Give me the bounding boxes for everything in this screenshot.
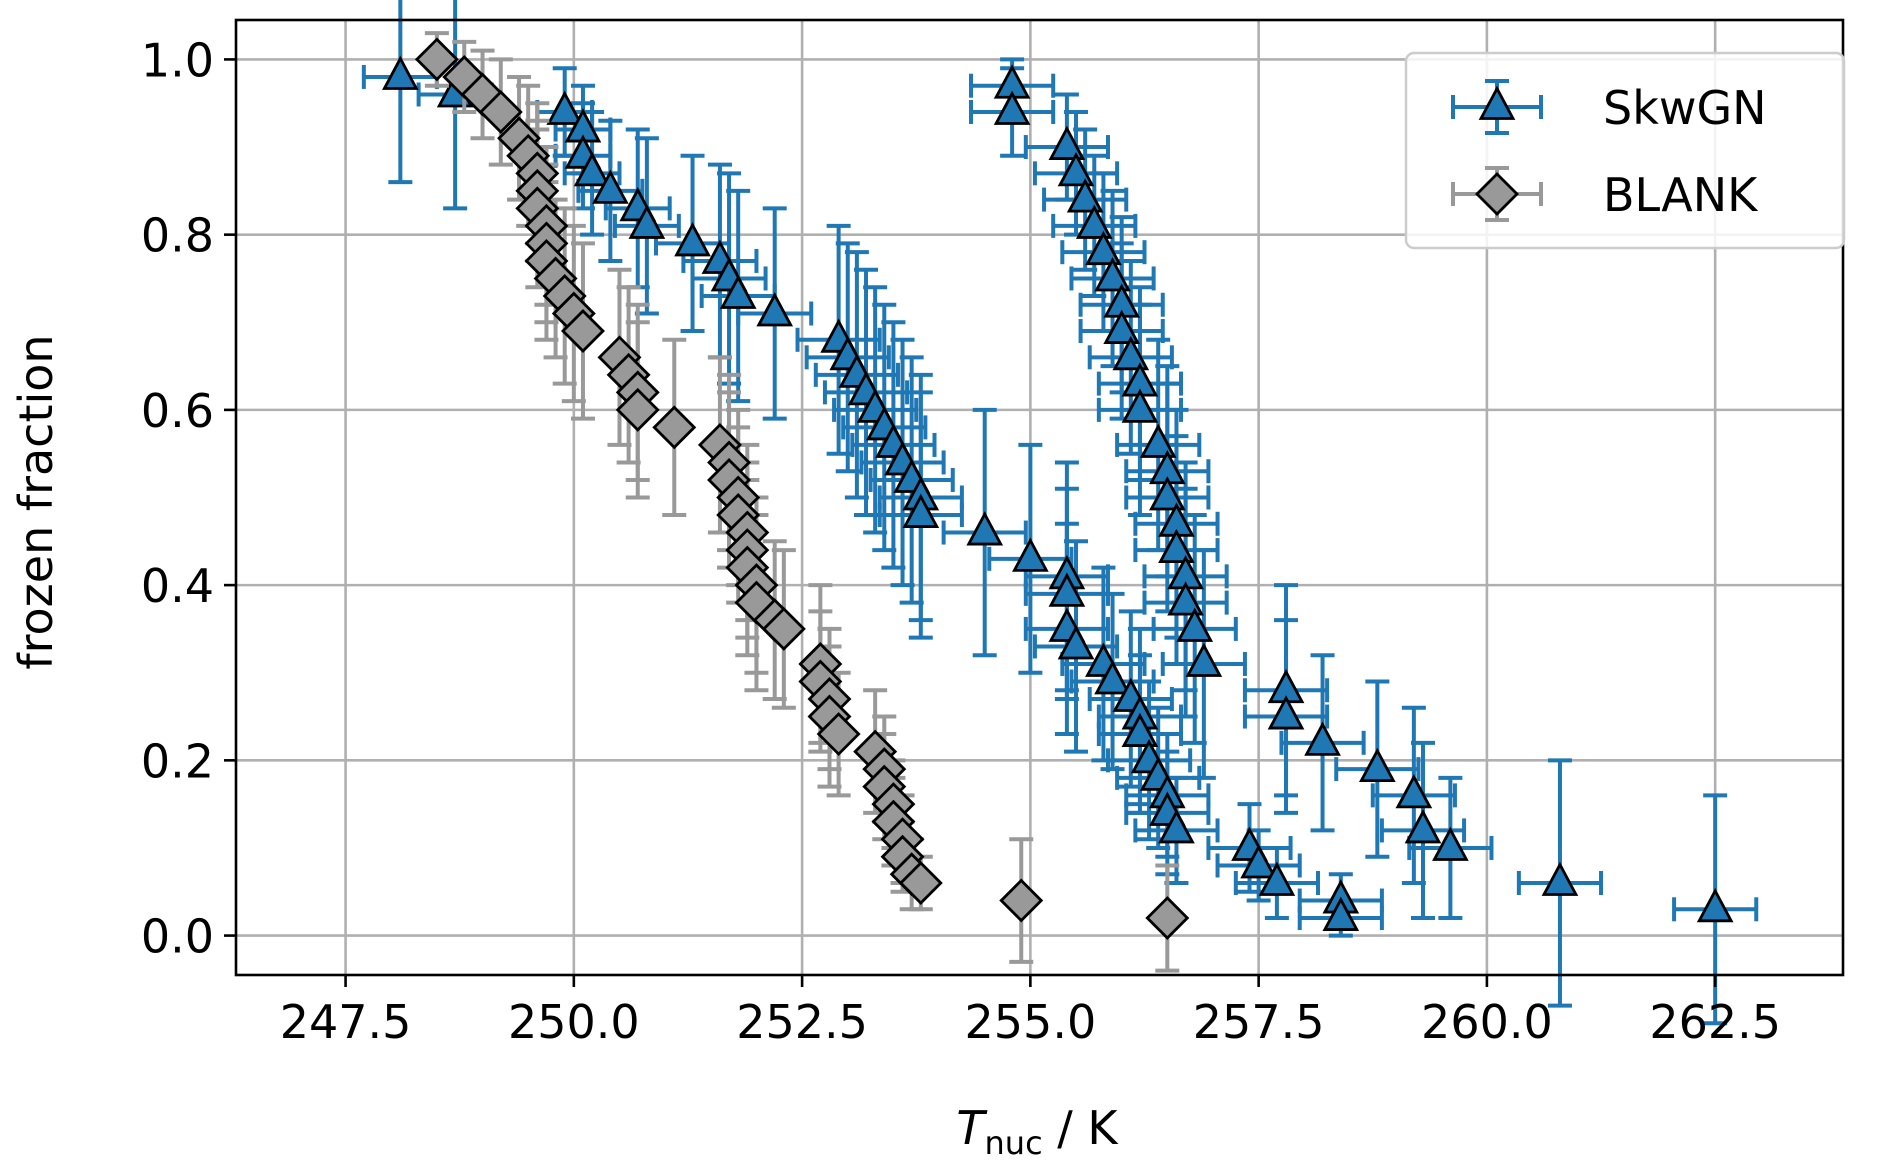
y-tick-label: 0.2 (141, 734, 214, 788)
x-tick-label: 257.5 (1193, 995, 1325, 1049)
data-point-skwgn (674, 222, 711, 257)
data-point-skwgn (1358, 747, 1396, 783)
legend-label-skwgn: SkwGN (1603, 81, 1767, 135)
data-point-skwgn (1048, 572, 1086, 607)
data-point-skwgn (902, 493, 940, 528)
x-axis-label-subscript: nuc (985, 1124, 1043, 1162)
y-tick-label: 0.8 (141, 209, 214, 263)
data-point-skwgn (573, 151, 611, 187)
data-point-skwgn (382, 55, 419, 90)
x-tick-label: 247.5 (280, 995, 412, 1049)
data-point-skwgn (1057, 151, 1095, 187)
data-point-skwgn (1148, 476, 1186, 511)
data-point-skwgn (1094, 660, 1131, 695)
data-point-skwgn (1541, 861, 1579, 896)
x-axis-label: Tnuc / K (956, 1101, 1119, 1162)
data-point-skwgn (1048, 125, 1086, 160)
legend-label-blank: BLANK (1603, 168, 1759, 222)
data-point-blank (898, 861, 943, 905)
legend-swatch-blank (1451, 166, 1543, 222)
data-point-skwgn (1121, 388, 1159, 423)
data-point-skwgn (1267, 695, 1305, 730)
data-point-skwgn (1121, 712, 1159, 747)
y-tick-label: 0.0 (141, 910, 214, 964)
legend-marker-diamond (1475, 172, 1519, 216)
x-tick-label: 255.0 (965, 995, 1097, 1049)
x-tick-label: 262.5 (1649, 995, 1781, 1049)
data-point-skwgn (592, 169, 629, 204)
legend: SkwGN BLANK (1404, 51, 1846, 250)
data-point-skwgn (1432, 826, 1469, 861)
series-skwgn (361, 0, 1759, 1026)
data-point-blank (999, 878, 1044, 923)
grid-layer (236, 20, 1843, 975)
x-tick-label: 260.0 (1421, 995, 1553, 1049)
series-blank (414, 31, 1190, 973)
legend-marker-triangle (1478, 85, 1516, 120)
data-point-blank (478, 90, 523, 134)
data-point-blank (761, 606, 806, 651)
data-point-skwgn (1012, 537, 1049, 572)
data-point-skwgn (756, 292, 794, 327)
data-point-skwgn (628, 204, 666, 239)
data-point-skwgn (1103, 309, 1141, 344)
data-point-skwgn (719, 274, 757, 309)
data-point-skwgn (1176, 607, 1214, 642)
data-point-skwgn (1322, 896, 1360, 931)
data-point-skwgn (1185, 642, 1223, 677)
legend-box (1404, 51, 1846, 250)
data-point-skwgn (1057, 625, 1095, 660)
x-tick-label: 252.5 (736, 995, 868, 1049)
ticks-layer: 247.5 250.0 252.5 255.0 257.5 260.0 262.5 0.0 0.… (141, 33, 1781, 1049)
data-point-skwgn (1158, 809, 1195, 844)
data-point-blank (414, 37, 459, 82)
data-point-blank (615, 387, 660, 432)
legend-swatch-skwgn (1451, 79, 1543, 135)
data-point-skwgn (1075, 204, 1113, 239)
y-axis-label: frozen fraction (9, 334, 63, 669)
y-tick-label: 0.4 (141, 559, 214, 613)
data-point-blank (1145, 896, 1190, 941)
markers-skwgn (382, 55, 1734, 931)
x-axis-label-symbol: T (956, 1101, 988, 1155)
x-axis-label-unit: / K (1043, 1101, 1120, 1155)
data-point-skwgn (1066, 178, 1104, 213)
data-point-skwgn (1258, 861, 1296, 896)
data-point-skwgn (1094, 257, 1131, 292)
data-point-blank (560, 309, 605, 354)
y-tick-label: 1.0 (141, 33, 214, 87)
x-tick-label: 250.0 (508, 995, 640, 1049)
data-point-skwgn (1404, 809, 1442, 844)
data-point-blank (816, 712, 861, 757)
data-point-skwgn (1304, 721, 1341, 756)
data-point-skwgn (1085, 230, 1122, 266)
data-point-skwgn (1158, 528, 1195, 563)
data-point-skwgn (1112, 335, 1150, 371)
data-point-skwgn (1139, 423, 1177, 458)
data-point-skwgn (1395, 774, 1433, 809)
markers-blank (414, 37, 1190, 941)
data-point-skwgn (546, 90, 584, 125)
data-point-skwgn (1167, 581, 1204, 616)
data-point-skwgn (966, 511, 1004, 546)
data-point-skwgn (1696, 887, 1734, 923)
y-tick-label: 0.6 (141, 384, 214, 438)
data-point-skwgn (1240, 844, 1277, 879)
data-point-blank (652, 405, 697, 450)
plot-area-frame (234, 18, 1845, 977)
series-layer (361, 0, 1759, 1026)
data-point-skwgn (993, 90, 1031, 125)
